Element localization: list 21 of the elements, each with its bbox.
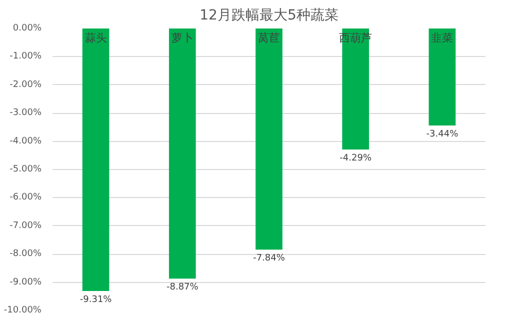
- x-tick-label: 韭菜: [431, 32, 454, 44]
- chart-title: 12月跌幅最大5种蔬菜: [200, 8, 338, 24]
- y-tick-label: -3.00%: [10, 108, 42, 118]
- y-tick-label: -6.00%: [10, 192, 42, 203]
- y-tick-label: -5.00%: [10, 164, 42, 174]
- data-label: -8.87%: [166, 282, 199, 293]
- data-label: -4.29%: [340, 153, 372, 164]
- data-label: -9.31%: [80, 295, 112, 306]
- data-label: -3.44%: [426, 130, 459, 140]
- data-label: -7.84%: [253, 254, 286, 264]
- y-tick-label: -10.00%: [4, 306, 42, 316]
- y-tick-label: -4.00%: [10, 136, 42, 146]
- x-tick-label: 莴苣: [258, 32, 280, 44]
- y-tick-label: 0.00%: [12, 24, 42, 34]
- x-tick-label: 蒜头: [84, 32, 107, 44]
- y-tick-label: -8.00%: [10, 249, 42, 260]
- y-tick-label: -2.00%: [10, 80, 42, 90]
- x-tick-label: 萝卜: [171, 32, 194, 44]
- y-tick-label: -1.00%: [10, 52, 42, 62]
- y-tick-label: -9.00%: [10, 277, 42, 288]
- y-tick-label: -7.00%: [10, 220, 42, 231]
